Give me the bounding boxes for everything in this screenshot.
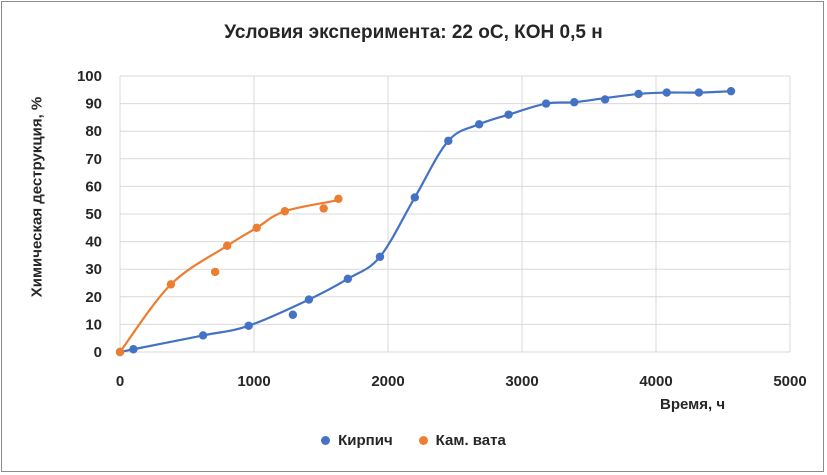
- x-tick-label: 1000: [237, 373, 270, 390]
- data-point: [252, 223, 261, 232]
- data-point: [600, 95, 610, 104]
- data-point: [634, 89, 643, 99]
- data-point: [210, 267, 220, 277]
- legend-label: Кам. вата: [435, 432, 506, 449]
- data-point: [334, 194, 343, 204]
- x-tick-label: 3000: [505, 373, 538, 390]
- data-point: [129, 345, 138, 354]
- data-point: [474, 120, 484, 129]
- data-point: [223, 241, 232, 250]
- legend-label: Кирпич: [338, 432, 393, 449]
- data-point: [198, 331, 208, 340]
- y-tick-label: 100: [77, 68, 102, 85]
- data-point: [319, 204, 328, 213]
- y-tick-label: 70: [85, 151, 102, 168]
- data-point: [444, 136, 453, 146]
- data-point: [304, 295, 314, 304]
- x-tick-label: 0: [116, 373, 124, 390]
- x-tick-label: 5000: [773, 373, 806, 390]
- legend-item-series-1: Кирпич: [321, 432, 393, 449]
- data-point: [166, 280, 176, 289]
- y-tick-label: 50: [85, 206, 102, 223]
- series-line: [119, 90, 732, 354]
- legend-marker-icon: [321, 436, 331, 445]
- series-line: [119, 199, 339, 353]
- data-point: [280, 207, 290, 216]
- y-tick-label: 30: [85, 261, 102, 278]
- data-point: [244, 321, 253, 330]
- data-point: [343, 274, 352, 284]
- y-tick-label: 0: [94, 344, 102, 361]
- data-point: [541, 99, 551, 108]
- y-tick-label: 10: [85, 316, 102, 333]
- legend-marker-icon: [418, 436, 428, 445]
- y-tick-label: 40: [85, 234, 102, 251]
- data-point: [726, 86, 736, 96]
- data-point: [662, 88, 671, 97]
- chart-title: Условия эксперимента: 22 оС, КОН 0,5 н: [224, 22, 603, 43]
- data-point: [504, 110, 513, 119]
- y-tick-label: 80: [85, 123, 102, 140]
- x-axis-label: Время, ч: [660, 396, 726, 413]
- y-tick-label: 60: [85, 178, 102, 195]
- y-tick-label: 20: [85, 289, 102, 306]
- y-tick-label: 90: [85, 96, 102, 113]
- data-point: [410, 193, 419, 202]
- data-point: [288, 310, 298, 319]
- x-tick-label: 4000: [639, 373, 672, 390]
- data-point: [570, 98, 579, 107]
- legend: Кирпич Кам. вата: [0, 432, 827, 449]
- data-point: [375, 252, 385, 261]
- legend-item-series-2: Кам. вата: [418, 432, 506, 449]
- data-point: [694, 88, 704, 97]
- data-point: [115, 347, 125, 357]
- x-tick-label: 2000: [371, 373, 404, 390]
